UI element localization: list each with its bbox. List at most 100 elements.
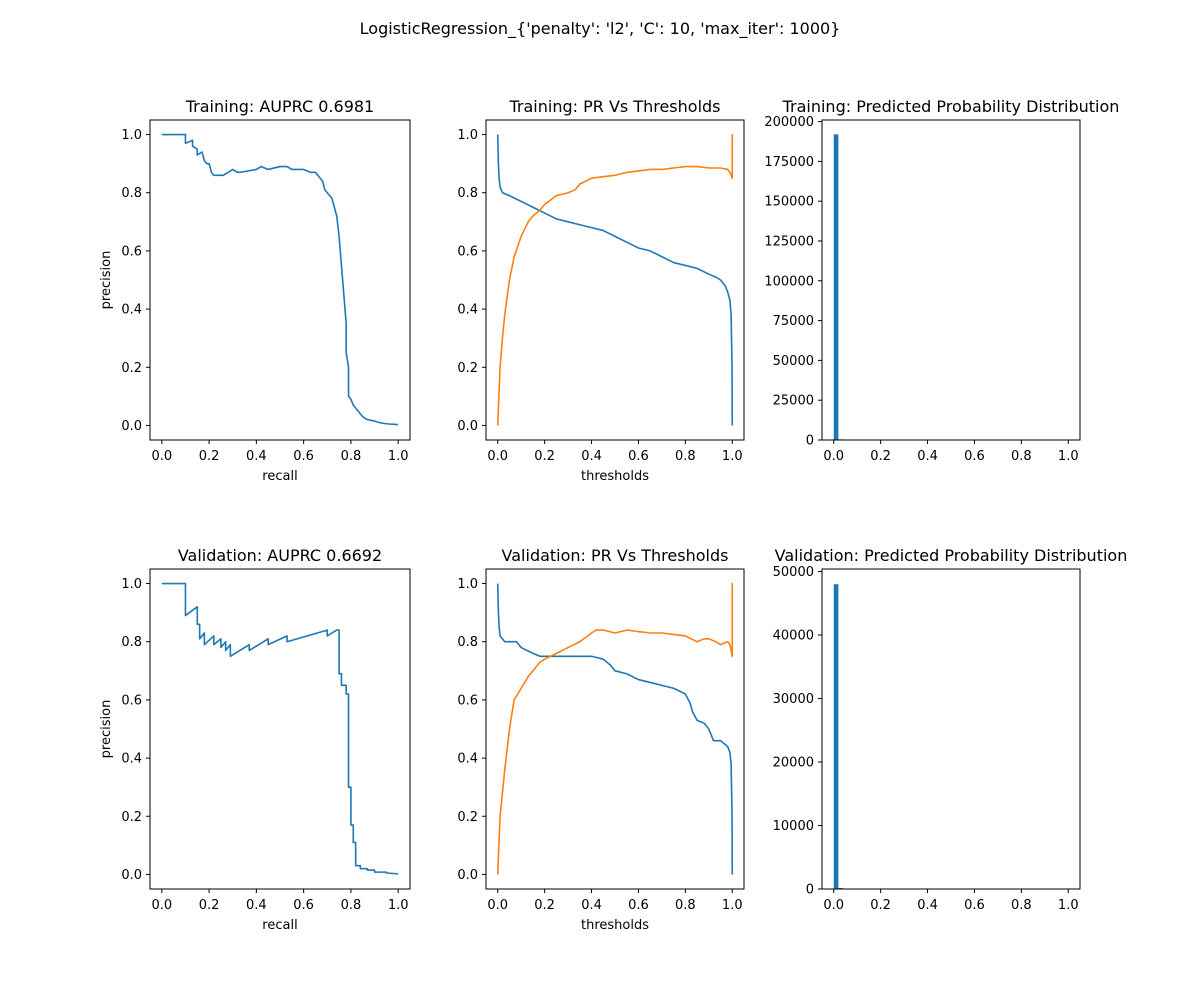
subplot-title: Training: AUPRC 0.6981: [185, 97, 374, 116]
subplot-title: Training: Predicted Probability Distribu…: [782, 97, 1120, 116]
x-tick-label: 0.6: [964, 898, 985, 913]
x-tick-label: 1.0: [388, 898, 409, 913]
x-tick-label: 0.2: [534, 449, 555, 464]
x-tick-label: 1.0: [1058, 898, 1079, 913]
subplot-4: Validation: AUPRC 0.6692 0.0 0.2 0.4 0.6 0.8 1…: [99, 546, 411, 933]
x-tick-label: 0.4: [917, 898, 938, 913]
subplot-title: Training: PR Vs Thresholds: [508, 97, 720, 116]
y-tick-label: 0.2: [121, 810, 142, 825]
y-tick-label: 50000: [773, 565, 814, 580]
x-axis-label: recall: [262, 469, 297, 484]
y-tick-label: 0.0: [121, 868, 142, 883]
x-tick-label: 0.8: [341, 898, 362, 913]
x-tick-label: 0.8: [1011, 449, 1032, 464]
series-line-2: [496, 133, 734, 426]
y-tick-label: 1.0: [121, 577, 142, 592]
x-tick-label: 1.0: [722, 449, 743, 464]
y-tick-label: 0.4: [457, 752, 478, 767]
y-tick-label: 0.6: [457, 244, 478, 259]
subplot-title: Validation: PR Vs Thresholds: [502, 546, 729, 565]
series-line-1: [161, 582, 399, 875]
x-tick-label: 0.0: [487, 449, 508, 464]
x-tick-label: 0.4: [581, 449, 602, 464]
x-tick-label: 0.6: [293, 898, 314, 913]
axes-frame: [485, 568, 745, 890]
x-tick-label: 0.2: [870, 449, 891, 464]
x-axis-label: thresholds: [581, 469, 649, 484]
x-tick-label: 0.4: [581, 898, 602, 913]
y-tick-label: 0.8: [121, 635, 142, 650]
plot-area: [496, 582, 734, 875]
x-tick-label: 0.6: [628, 898, 649, 913]
y-tick-label: 1.0: [457, 128, 478, 143]
y-tick-label: 0.2: [457, 810, 478, 825]
x-tick-label: 0.6: [628, 449, 649, 464]
y-tick-label: 0.4: [121, 303, 142, 318]
y-tick-label: 175000: [764, 155, 814, 170]
subplot-title: Validation: AUPRC 0.6692: [178, 546, 382, 565]
plot-area: [833, 134, 844, 440]
y-tick-label: 0: [806, 434, 814, 449]
subplot-5: Validation: PR Vs Thresholds 0.0 0.2 0.4 0.6…: [457, 546, 745, 933]
y-tick-label: 0.0: [457, 868, 478, 883]
x-tick-label: 1.0: [722, 898, 743, 913]
subplot-3: Training: Predicted Probability Distribu…: [764, 97, 1119, 464]
series-line-1: [496, 134, 734, 426]
y-tick-label: 75000: [773, 314, 814, 329]
x-axis-label: thresholds: [581, 918, 649, 933]
y-tick-label: 0: [806, 883, 814, 898]
x-tick-label: 0.2: [199, 898, 220, 913]
y-tick-label: 0.8: [457, 186, 478, 201]
x-tick-label: 0.2: [870, 898, 891, 913]
x-tick-label: 0.8: [675, 898, 696, 913]
y-tick-label: 1.0: [121, 128, 142, 143]
axes-frame: [149, 568, 411, 890]
plot-area: [161, 133, 399, 426]
axes-frame: [821, 568, 1081, 890]
subplot-grid: Training: AUPRC 0.6981 0.0 0.2 0.4 0.6 0.8 1.0…: [99, 97, 1127, 933]
series-line-1: [496, 583, 734, 875]
x-tick-label: 0.4: [246, 449, 267, 464]
x-axis-label: recall: [262, 918, 297, 933]
x-tick-label: 0.8: [1011, 898, 1032, 913]
x-tick-label: 0.0: [823, 898, 844, 913]
y-tick-label: 25000: [773, 394, 814, 409]
x-tick-label: 0.0: [487, 898, 508, 913]
subplot-2: Training: PR Vs Thresholds 0.0 0.2 0.4 0.6 0.…: [457, 97, 745, 484]
x-tick-label: 0.2: [199, 449, 220, 464]
x-tick-label: 0.4: [917, 449, 938, 464]
y-tick-label: 0.8: [457, 635, 478, 650]
axes-frame: [821, 119, 1081, 441]
y-tick-label: 0.2: [457, 361, 478, 376]
y-tick-label: 0.6: [457, 693, 478, 708]
x-tick-label: 0.0: [151, 898, 172, 913]
x-tick-label: 0.6: [293, 449, 314, 464]
y-axis-label: precision: [99, 251, 114, 310]
plot-area: [161, 582, 399, 875]
plot-area: [833, 584, 844, 889]
y-tick-label: 0.0: [457, 419, 478, 434]
x-tick-label: 0.4: [246, 898, 267, 913]
subplot-1: Training: AUPRC 0.6981 0.0 0.2 0.4 0.6 0.8 1.0…: [99, 97, 411, 484]
x-tick-label: 1.0: [388, 449, 409, 464]
x-tick-label: 0.0: [151, 449, 172, 464]
y-tick-label: 0.6: [121, 244, 142, 259]
x-tick-label: 0.8: [341, 449, 362, 464]
y-tick-label: 50000: [773, 354, 814, 369]
y-tick-label: 0.8: [121, 186, 142, 201]
plot-area: [496, 133, 734, 426]
y-tick-label: 10000: [773, 819, 814, 834]
y-tick-label: 125000: [764, 234, 814, 249]
x-tick-label: 0.0: [823, 449, 844, 464]
y-tick-label: 40000: [773, 629, 814, 644]
x-tick-label: 0.6: [964, 449, 985, 464]
subplot-6: Validation: Predicted Probability Distri…: [773, 546, 1128, 913]
y-tick-label: 100000: [764, 274, 814, 289]
axes-frame: [149, 119, 411, 441]
series-line-1: [161, 133, 399, 426]
y-axis-label: precision: [99, 700, 114, 759]
histogram-bar: [833, 584, 839, 889]
y-tick-label: 0.2: [121, 361, 142, 376]
histogram-bar: [833, 134, 839, 440]
